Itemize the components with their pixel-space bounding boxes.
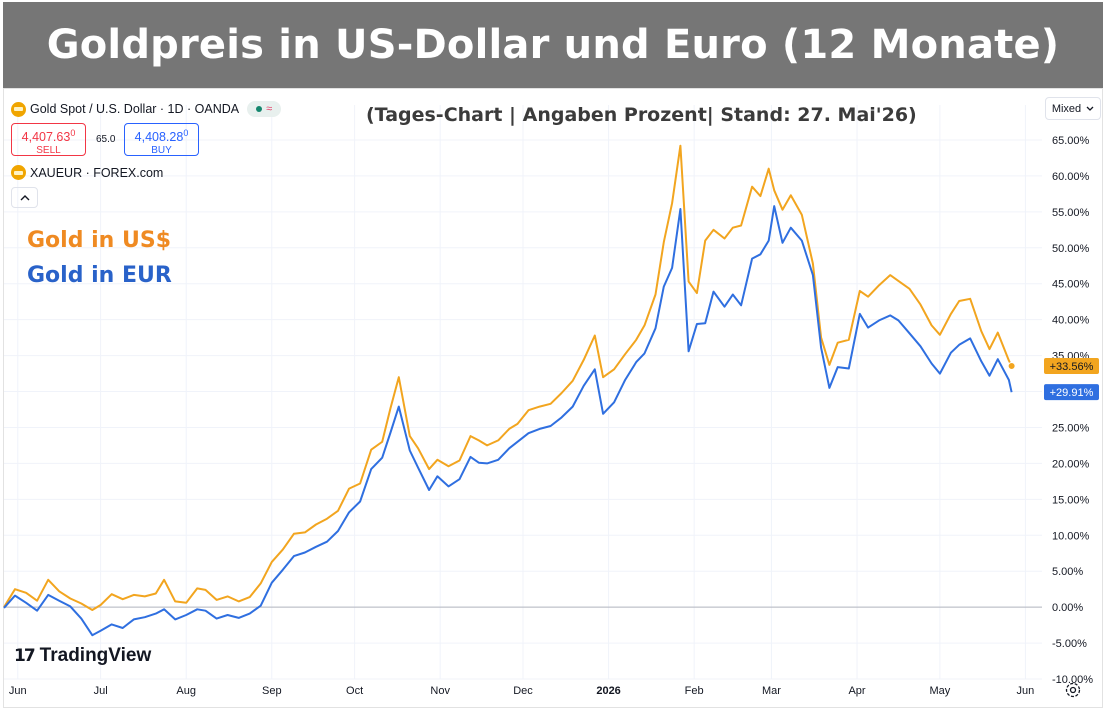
x-tick-label: Nov — [430, 685, 450, 697]
x-tick-label: May — [929, 685, 950, 697]
chevron-down-icon — [1086, 106, 1094, 111]
gold-coin-icon — [11, 165, 26, 180]
x-tick-label: Dec — [513, 685, 533, 697]
chart-frame — [3, 88, 1103, 708]
series-line-usd[interactable] — [3, 144, 1013, 611]
collapse-legend-button[interactable] — [11, 187, 38, 208]
x-tick-label: Jun — [1017, 685, 1035, 697]
y-tick-label: 55.00% — [1052, 207, 1090, 219]
y-tick-label: 40.00% — [1052, 315, 1090, 327]
symbol-legend-eur[interactable]: XAUEUR · FOREX.com — [11, 165, 163, 180]
y-tick-label: -10.00% — [1052, 674, 1093, 686]
y-tick-label: 5.00% — [1052, 566, 1083, 578]
last-point-marker-usd — [1007, 361, 1016, 370]
buy-price-sup: 0 — [183, 128, 189, 138]
last-value-tag-usd — [1044, 357, 1099, 374]
y-tick-label: 60.00% — [1052, 171, 1090, 183]
x-tick-label: Jul — [94, 685, 108, 697]
buy-label: BUY — [151, 145, 172, 157]
legend-eur-text: Gold in EUR — [27, 263, 172, 288]
y-tick-label: 15.00% — [1052, 494, 1090, 506]
x-tick-label: 2026 — [596, 685, 620, 697]
last-value-label-usd: +33.56% — [1050, 361, 1094, 373]
x-tick-label: Apr — [848, 685, 865, 697]
x-tick-label: Jun — [9, 685, 27, 697]
market-status-icon[interactable]: ≈ — [247, 101, 282, 117]
symbol-legend-usd[interactable]: Gold Spot / U.S. Dollar · 1D · OANDA ≈ — [11, 101, 282, 117]
gear-icon[interactable] — [1064, 681, 1082, 699]
gold-coin-icon — [11, 101, 26, 117]
chevron-up-icon — [20, 195, 29, 201]
sell-price-sup: 0 — [70, 128, 76, 138]
x-tick-label: Oct — [346, 685, 363, 697]
tradingview-logo-text: TradingView — [39, 645, 152, 666]
y-tick-label: 0.00% — [1052, 602, 1083, 614]
series-line-eur[interactable] — [3, 205, 1013, 637]
symbol-eur-label: XAUEUR · FOREX.com — [30, 165, 164, 180]
y-tick-label: 50.00% — [1052, 243, 1090, 255]
y-tick-label: 25.00% — [1052, 422, 1090, 434]
sell-label: SELL — [36, 145, 61, 157]
scale-mode-dropdown[interactable]: Mixed — [1045, 97, 1101, 120]
legend-usd: Gold in US$ — [27, 228, 171, 253]
y-tick-label: 10.00% — [1052, 530, 1090, 542]
y-tick-label: 20.00% — [1052, 458, 1090, 470]
page-title: Goldpreis in US-Dollar und Euro (12 Mona… — [46, 22, 1060, 68]
legend-eur: Gold in EUR — [27, 263, 172, 288]
buy-price: 4,408.28 — [134, 130, 184, 145]
x-tick-label: Aug — [176, 685, 196, 697]
chart-subtitle: (Tages-Chart | Angaben Prozent| Stand: 2… — [366, 104, 917, 126]
y-tick-label: 65.00% — [1052, 135, 1090, 147]
tradingview-logo[interactable]: 𝟭𝟳 TradingView — [14, 645, 151, 667]
tradingview-mark-icon: 𝟭𝟳 — [14, 646, 36, 665]
x-tick-label: Feb — [685, 685, 704, 697]
last-value-tag-eur — [1044, 384, 1099, 401]
title-banner: Goldpreis in US-Dollar und Euro (12 Mona… — [3, 2, 1103, 88]
scale-mode-label: Mixed — [1051, 102, 1082, 115]
y-tick-label: -5.00% — [1052, 638, 1087, 650]
sell-button[interactable]: 4,407.630 SELL — [11, 123, 86, 156]
y-tick-label: 45.00% — [1052, 279, 1090, 291]
x-tick-label: Mar — [762, 685, 781, 697]
legend-usd-text: Gold in US$ — [27, 228, 171, 253]
sell-price: 4,407.63 — [21, 130, 71, 145]
symbol-usd-label: Gold Spot / U.S. Dollar · 1D · OANDA — [30, 102, 240, 116]
last-value-label-eur: +29.91% — [1050, 387, 1094, 399]
x-tick-label: Sep — [262, 685, 282, 697]
buy-button[interactable]: 4,408.280 BUY — [124, 123, 199, 156]
spread-value: 65.0 — [96, 134, 116, 145]
